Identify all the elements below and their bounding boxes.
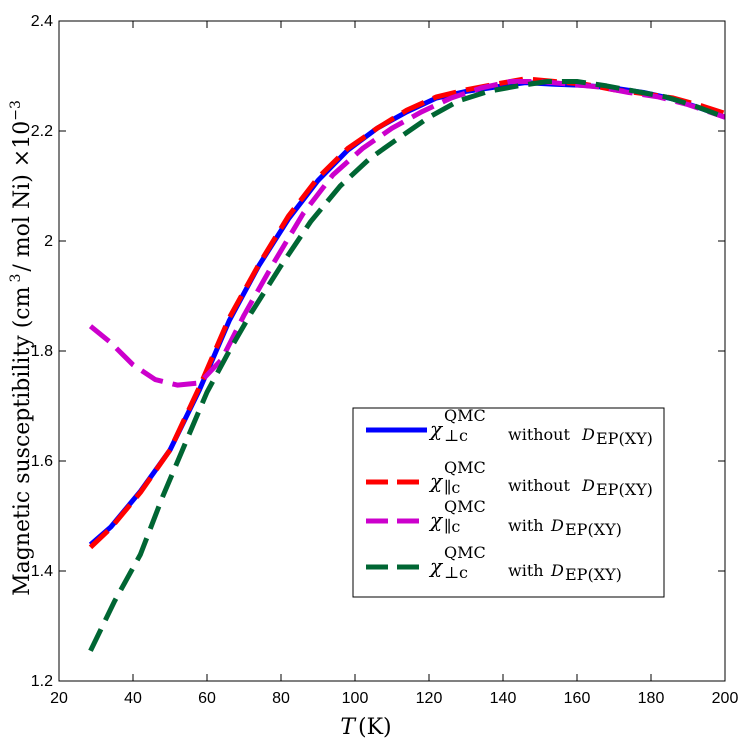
legend-sup-2: QMC — [444, 458, 486, 477]
x-tick-label: 160 — [564, 690, 591, 707]
legend-d-sub-2: EP(XY) — [596, 480, 653, 499]
legend-symbol-4: χ — [428, 554, 444, 578]
legend-d-3: D — [550, 516, 564, 535]
y-tick-label: 1.2 — [31, 673, 53, 690]
legend-sup-3: QMC — [444, 497, 486, 516]
x-tick-label: 20 — [50, 690, 68, 707]
y-tick-label: 1.6 — [31, 453, 53, 470]
x-tick-label: 140 — [490, 690, 517, 707]
legend-d-2: D — [581, 476, 595, 495]
legend-symbol-3: χ — [428, 508, 444, 532]
y-tick-label: 1.4 — [31, 563, 53, 580]
legend-desc-1: without — [508, 425, 570, 444]
x-tick-label: 60 — [198, 690, 216, 707]
y-tick-label: 1.8 — [31, 343, 53, 360]
legend-sub-1: ⊥c — [444, 426, 468, 445]
legend-sup-1: QMC — [444, 406, 486, 425]
legend-desc-2: without — [508, 476, 570, 495]
y-tick-label: 2.4 — [31, 13, 53, 30]
legend-d-1: D — [581, 425, 595, 444]
legend-sup-4: QMC — [444, 543, 486, 562]
x-tick-label: 180 — [638, 690, 665, 707]
y-axis-title: Magnetic susceptibility (cm3/ mol Ni) ×1… — [8, 100, 35, 596]
legend-desc-4: with — [508, 561, 544, 580]
series-layer — [88, 76, 725, 652]
legend-d-sub-1: EP(XY) — [596, 429, 653, 448]
series-line-4 — [88, 79, 725, 652]
series-line-3 — [88, 79, 725, 388]
legend-sub-4: ⊥c — [444, 563, 468, 582]
legend-symbol-2: χ — [428, 469, 444, 493]
legend-sub-3: ∥c — [444, 517, 460, 536]
legend-sub-2: ∥c — [444, 478, 460, 497]
y-tick-label: 2.2 — [31, 123, 53, 140]
axis-ticks — [58, 20, 726, 682]
legend-desc-3: with — [508, 516, 544, 535]
x-axis-title: T (K) — [340, 715, 391, 740]
legend-d-sub-3: EP(XY) — [565, 520, 622, 539]
legend-d-4: D — [550, 561, 564, 580]
x-tick-label: 100 — [342, 690, 369, 707]
y-tick-label: 2 — [44, 233, 53, 250]
x-tick-label: 80 — [272, 690, 290, 707]
legend-symbol-1: χ — [428, 417, 444, 441]
tick-labels: 20 40 60 80 100 120 140 160 180 200 1.2 1.4 1.6 1.8 2 2… — [31, 13, 739, 707]
legend-d-sub-4: EP(XY) — [565, 565, 622, 584]
x-tick-label: 120 — [416, 690, 443, 707]
x-tick-label: 40 — [124, 690, 142, 707]
x-tick-label: 200 — [712, 690, 739, 707]
